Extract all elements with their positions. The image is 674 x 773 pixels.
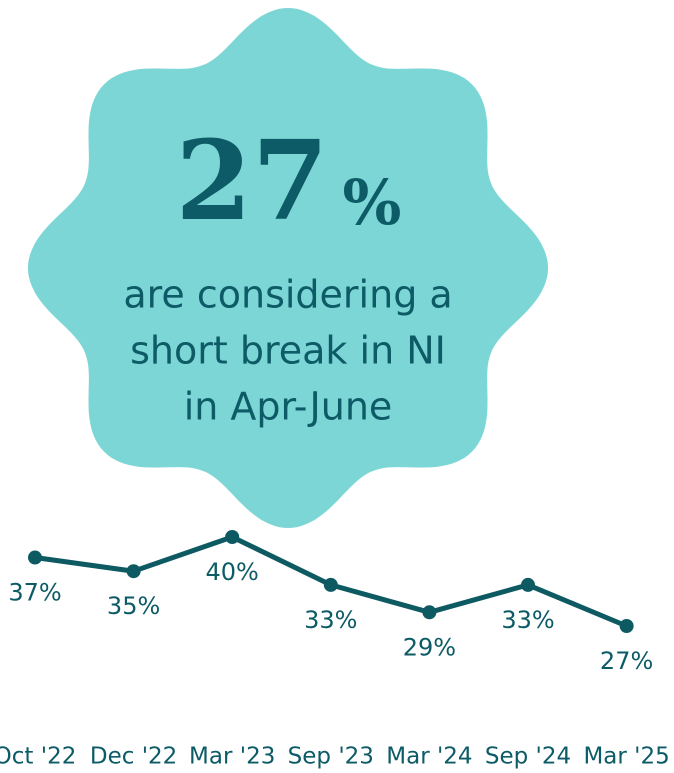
point — [422, 605, 437, 620]
point — [225, 530, 240, 544]
value-label: 29% — [403, 633, 456, 661]
value-label: 40% — [206, 558, 259, 586]
headline-unit: % — [343, 166, 402, 239]
point — [521, 577, 535, 592]
subtitle-line: are considering a — [123, 273, 452, 317]
x-tick-label: Sep '23 — [288, 744, 374, 770]
badge-shape — [28, 8, 548, 528]
x-tick-label: Dec '22 — [90, 744, 177, 770]
point — [28, 550, 42, 565]
headline-number: 27 — [175, 116, 328, 245]
value-label: 35% — [107, 592, 160, 620]
value-label: 37% — [8, 579, 61, 607]
value-label: 27% — [600, 647, 653, 675]
x-tick-label: Oct '22 — [0, 744, 76, 770]
point — [323, 577, 338, 592]
x-tick-label: Mar '24 — [386, 744, 472, 770]
value-label: 33% — [304, 606, 357, 634]
point — [126, 564, 141, 579]
subtitle-line: short break in NI — [130, 329, 446, 373]
x-tick-label: Mar '25 — [583, 744, 669, 770]
x-tick-label: Mar '23 — [189, 744, 275, 770]
value-label: 33% — [501, 606, 554, 634]
x-tick-label: Sep '24 — [485, 744, 571, 770]
point — [619, 619, 634, 633]
subtitle-line: in Apr-June — [184, 385, 393, 429]
